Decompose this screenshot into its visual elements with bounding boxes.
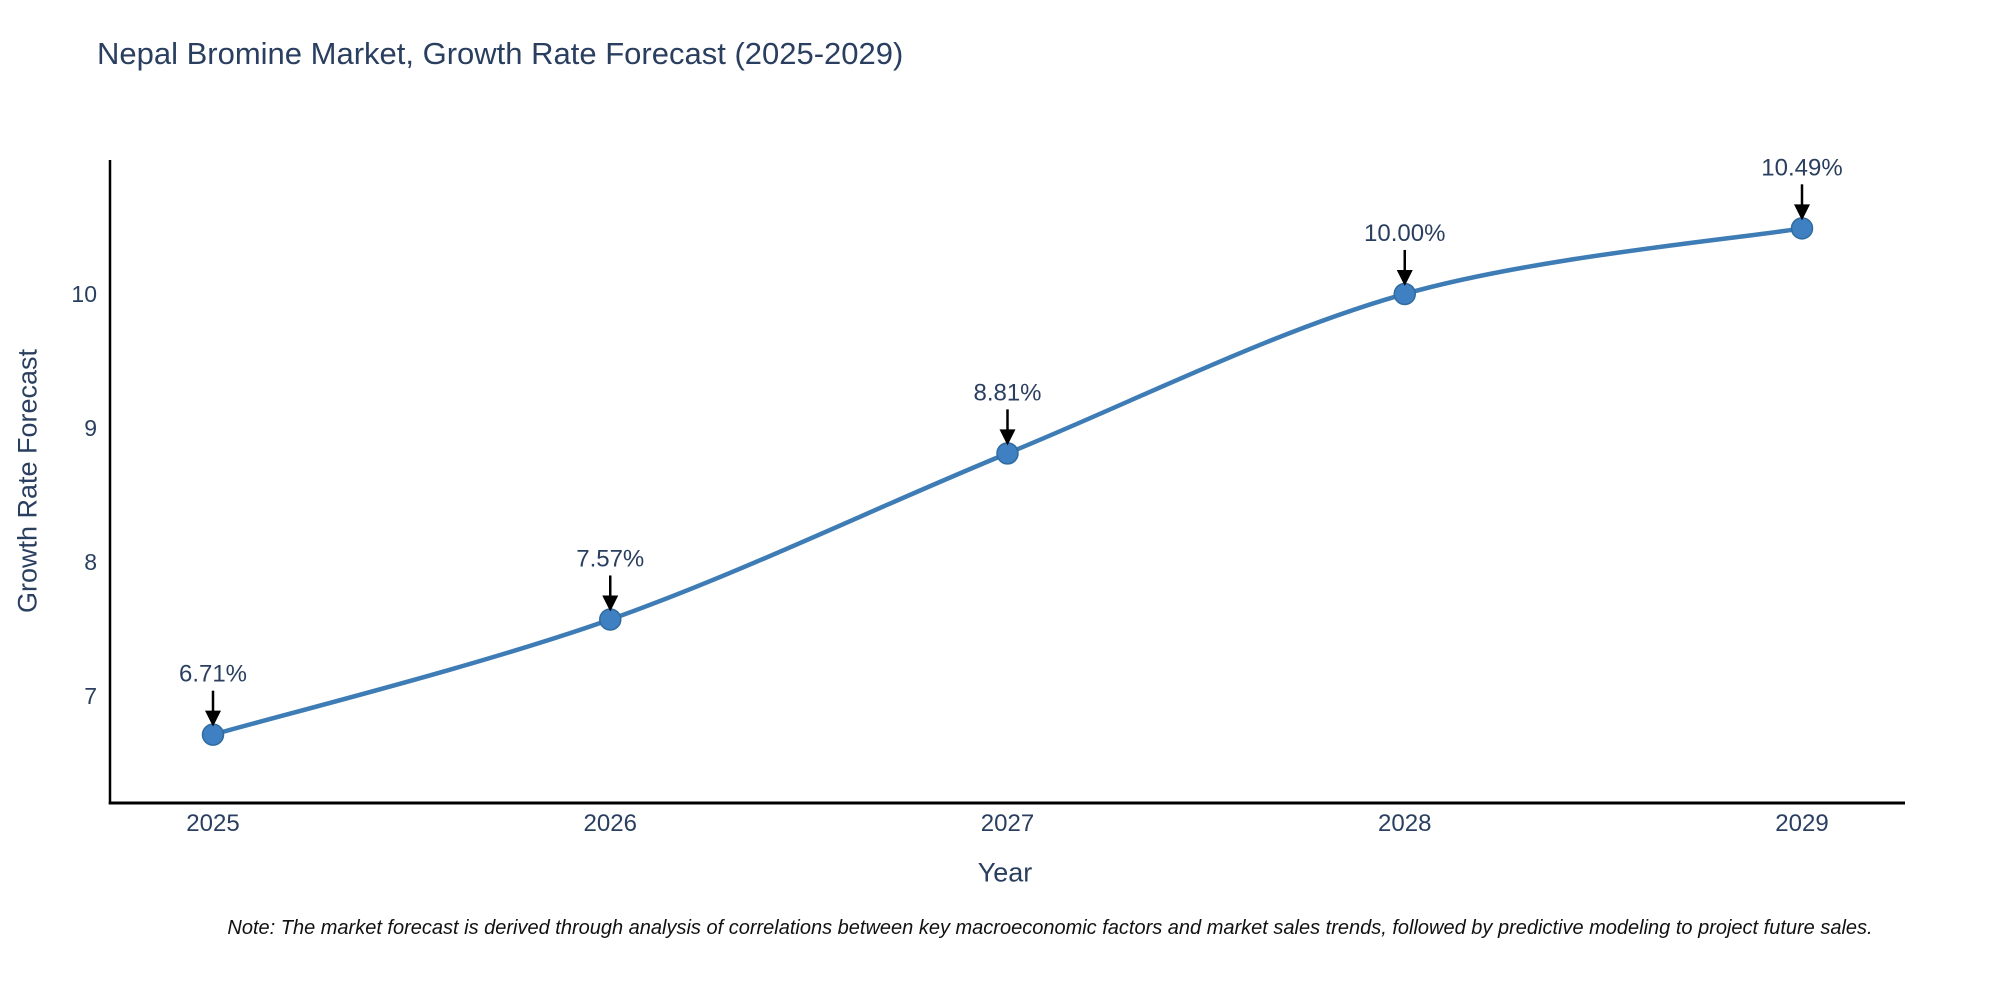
point-annotation-label: 10.49% (1761, 154, 1842, 181)
x-tick-label: 2025 (186, 810, 239, 837)
x-axis-title: Year (977, 857, 1033, 888)
annotation-arrowhead-icon (205, 710, 221, 727)
annotation-arrowhead-icon (999, 429, 1016, 446)
y-tick-label: 7 (84, 683, 97, 709)
footnote: Note: The market forecast is derived thr… (227, 917, 1873, 939)
point-annotation-label: 6.71% (179, 661, 247, 688)
y-tick-label: 9 (84, 415, 97, 441)
point-annotation-label: 10.00% (1364, 220, 1445, 247)
x-tick-label: 2029 (1775, 810, 1828, 837)
point-annotation-label: 7.57% (576, 545, 644, 572)
y-tick-label: 10 (71, 281, 97, 307)
data-point-marker (996, 442, 1019, 465)
annotation-arrowhead-icon (1794, 204, 1810, 221)
data-point-marker (599, 608, 622, 631)
annotation-arrowhead-icon (1396, 269, 1413, 286)
annotation-arrowhead-icon (602, 595, 619, 612)
data-point-marker (201, 723, 225, 746)
x-tick-label: 2027 (981, 810, 1034, 837)
trend-line (210, 226, 1805, 737)
y-tick-label: 8 (84, 549, 97, 575)
point-annotation-label: 8.81% (973, 379, 1041, 406)
x-tick-label: 2028 (1378, 810, 1431, 837)
chart-title: Nepal Bromine Market, Growth Rate Foreca… (97, 36, 904, 71)
data-point-marker (1790, 217, 1814, 240)
x-tick-label: 2026 (584, 810, 637, 837)
data-point-marker (1393, 282, 1416, 306)
